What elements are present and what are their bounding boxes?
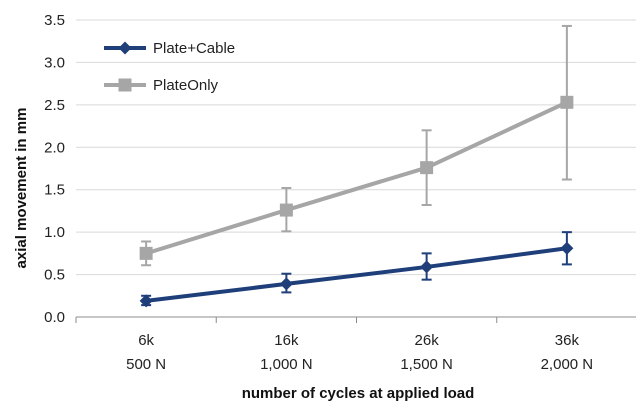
data-point xyxy=(420,260,434,274)
data-point xyxy=(279,203,293,217)
y-tick-label: 3.0 xyxy=(44,54,65,71)
y-tick-label: 0.0 xyxy=(44,309,65,326)
legend-marker xyxy=(118,41,132,55)
x-axis-ticks: 6k 500 N 16k 1,000 N 26k 1,500 N 36k 2,000 N xyxy=(75,317,594,373)
y-tick-label: 1.0 xyxy=(44,224,65,241)
series-line xyxy=(145,246,568,303)
y-tick-label: 0.5 xyxy=(44,267,65,284)
series-plate-cable xyxy=(139,231,574,308)
legend: Plate+Cable PlateOnly xyxy=(104,40,235,94)
legend-marker xyxy=(118,78,132,92)
data-point xyxy=(560,241,574,255)
y-tick-label: 3.5 xyxy=(44,12,65,29)
x-tick-sublabel: 1,000 N xyxy=(260,356,313,373)
data-point xyxy=(420,161,434,175)
x-tick-sublabel: 500 N xyxy=(126,356,166,373)
series-line xyxy=(145,100,568,256)
x-axis-title: number of cycles at applied load xyxy=(242,385,475,402)
series-plateonly xyxy=(139,24,574,267)
y-tick-label: 2.0 xyxy=(44,139,65,156)
y-axis-ticks: 0.0 0.5 1.0 1.5 2.0 2.5 3.0 3.5 xyxy=(44,12,65,326)
x-tick-label: 36k xyxy=(555,332,580,349)
x-tick-sublabel: 1,500 N xyxy=(400,356,453,373)
grid-lines xyxy=(76,19,636,318)
data-point xyxy=(139,294,153,308)
x-tick-sublabel: 2,000 N xyxy=(541,356,594,373)
legend-label: Plate+Cable xyxy=(153,40,235,57)
data-point xyxy=(560,95,574,109)
legend-label: PlateOnly xyxy=(153,77,219,94)
y-tick-label: 1.5 xyxy=(44,182,65,199)
data-point xyxy=(139,246,153,260)
x-tick-label: 6k xyxy=(138,332,154,349)
x-tick-label: 16k xyxy=(274,332,299,349)
x-tick-label: 26k xyxy=(415,332,440,349)
data-point xyxy=(279,277,293,291)
y-tick-label: 2.5 xyxy=(44,97,65,114)
y-axis-title: axial movement in mm xyxy=(13,108,30,269)
series-layer xyxy=(139,24,574,308)
